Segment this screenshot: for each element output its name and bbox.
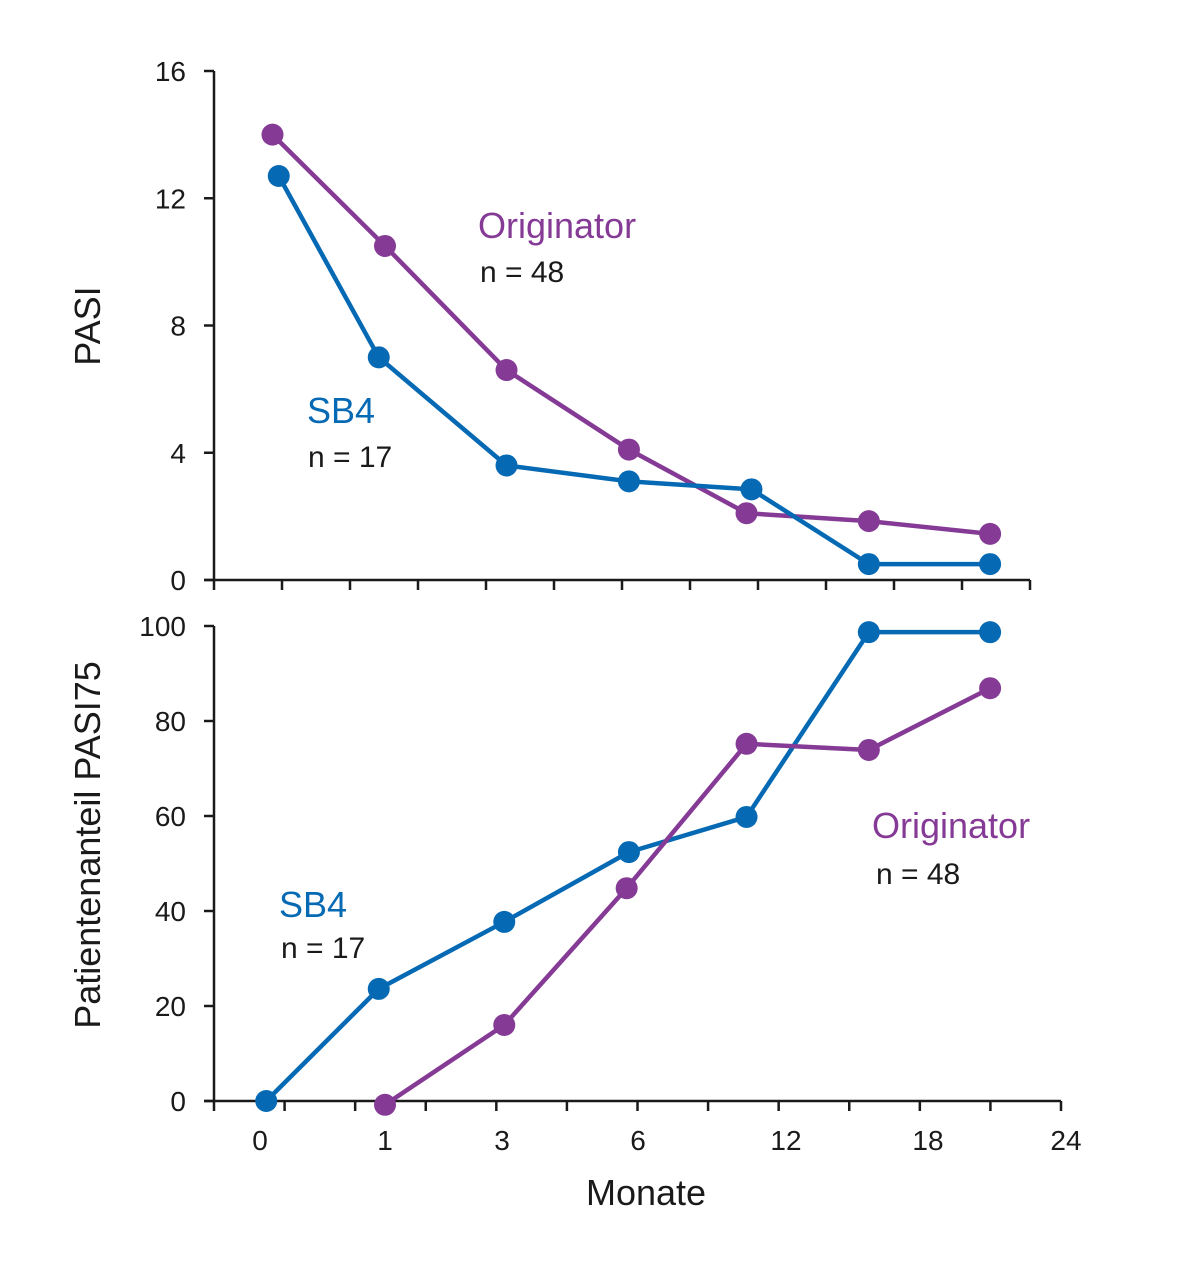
bottom-y-tick-label: 100 xyxy=(139,611,186,642)
bottom-sb4-point xyxy=(493,910,516,933)
bottom-y-axis-label: Patientenanteil PASI75 xyxy=(67,661,108,1029)
bottom-originator-label: Originator xyxy=(872,805,1030,846)
top-y-axis-label: PASI xyxy=(67,286,108,365)
bottom-originator-point xyxy=(857,738,880,761)
x-tick-label: 6 xyxy=(630,1125,646,1156)
bottom-y-tick-label: 20 xyxy=(155,991,186,1022)
top-originator-n: n = 48 xyxy=(480,256,564,289)
bottom-sb4-label: SB4 xyxy=(279,884,347,925)
bottom-originator-point xyxy=(615,877,638,900)
x-tick-label: 0 xyxy=(252,1125,268,1156)
bottom-y-tick-label: 60 xyxy=(155,801,186,832)
top-sb4-point xyxy=(857,553,880,576)
top-y-tick-label: 0 xyxy=(170,565,186,596)
top-originator-point xyxy=(495,359,518,382)
top-y-tick-label: 8 xyxy=(170,311,186,342)
bottom-sb4-point xyxy=(735,805,758,828)
bottom-originator-point xyxy=(493,1014,516,1036)
x-tick-label: 1 xyxy=(377,1125,393,1156)
top-sb4-point xyxy=(617,470,640,493)
bottom-originator-n: n = 48 xyxy=(876,858,960,891)
top-y-tick-label: 12 xyxy=(155,183,186,214)
top-originator-label: Originator xyxy=(478,205,636,246)
bottom-originator-point xyxy=(374,1093,396,1116)
x-tick-label: 3 xyxy=(494,1125,510,1156)
bottom-originator-point xyxy=(735,732,758,755)
top-sb4-label: SB4 xyxy=(307,390,375,431)
top-sb4-point xyxy=(267,164,290,187)
bottom-sb4-point xyxy=(979,621,1002,644)
x-tick-label: 18 xyxy=(912,1125,943,1156)
x-tick-label: 12 xyxy=(770,1125,801,1156)
top-originator-point xyxy=(979,522,1002,545)
bottom-originator-line xyxy=(383,686,992,1107)
top-sb4-point xyxy=(367,346,390,369)
top-y-tick-label: 16 xyxy=(155,56,186,87)
top-originator-point xyxy=(857,510,880,533)
bottom-originator-point xyxy=(979,677,1002,700)
top-sb4-n: n = 17 xyxy=(308,441,392,474)
top-originator-point xyxy=(735,502,758,525)
bottom-sb4-point xyxy=(857,621,880,644)
pasi75-panel: 0 20 40 60 80 100 0 1 3 6 12 18 24 Patientenanteil … xyxy=(67,611,1082,1213)
top-sb4-point xyxy=(740,478,763,501)
top-originator-point xyxy=(617,438,640,461)
bottom-sb4-point xyxy=(617,841,640,864)
top-originator-point xyxy=(374,234,396,257)
x-axis-label: Monate xyxy=(586,1172,706,1213)
bottom-sb4-n: n = 17 xyxy=(281,932,365,965)
top-y-tick-label: 4 xyxy=(170,438,186,469)
bottom-y-tick-label: 80 xyxy=(155,706,186,737)
bottom-sb4-point xyxy=(367,977,390,1000)
top-originator-point xyxy=(261,123,284,146)
x-tick-label: 24 xyxy=(1050,1125,1081,1156)
bottom-sb4-point xyxy=(255,1090,278,1112)
bottom-y-tick-label: 0 xyxy=(170,1086,186,1117)
bottom-y-tick-label: 40 xyxy=(155,896,186,927)
pasi-panel: 0 4 8 12 16 PASI Originator n = 48 SB4 n = 1… xyxy=(67,56,1032,596)
top-sb4-point xyxy=(979,553,1002,576)
top-sb4-point xyxy=(495,454,518,477)
